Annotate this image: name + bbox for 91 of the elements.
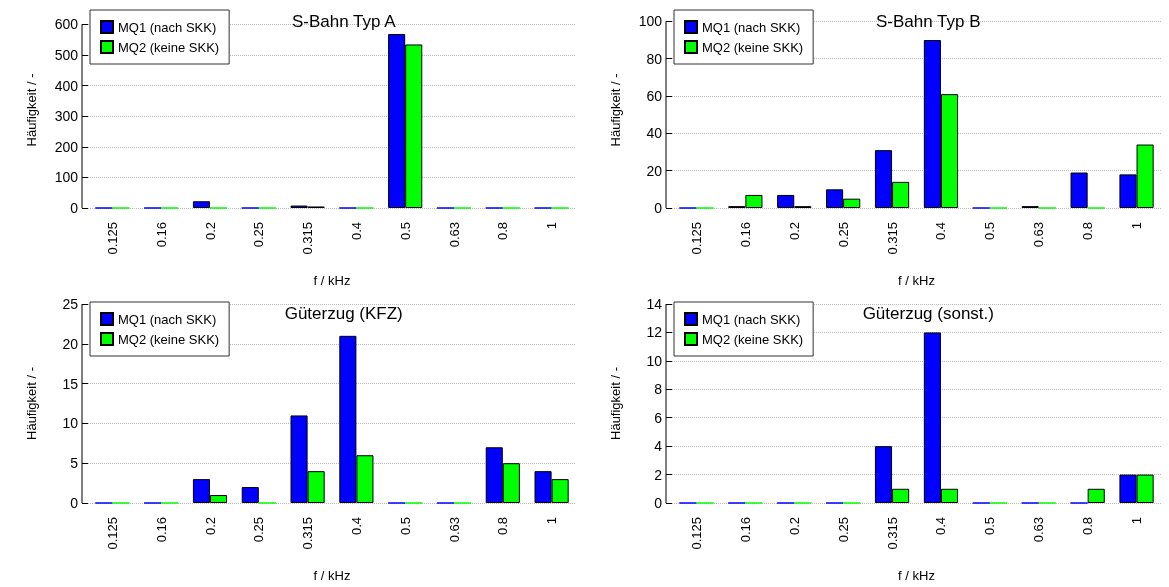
legend-label: MQ2 (keine SKK) (702, 39, 804, 55)
y-tick-label: 2 (654, 466, 663, 483)
y-tick-label: 14 (646, 296, 663, 312)
y-axis-title: Häufigkeit / - (608, 367, 623, 440)
y-tick-label: 20 (62, 335, 79, 352)
x-tick-label: 0.16 (737, 517, 753, 543)
y-axis-title: Häufigkeit / - (608, 73, 623, 147)
y-tick-label: 0 (70, 495, 79, 511)
x-tick-label: 0.4 (933, 517, 949, 536)
bar (1087, 488, 1105, 503)
x-axis-title: f / kHz (313, 273, 351, 288)
chart-title: S-Bahn Typ B (876, 12, 981, 31)
x-tick-label: 0.8 (495, 222, 511, 241)
x-tick-label: 0.315 (300, 222, 316, 255)
x-tick-label: 0.16 (153, 222, 169, 248)
x-tick-label: 0.16 (737, 222, 753, 248)
y-tick-label: 25 (62, 296, 79, 312)
x-tick-label: 0.63 (1031, 222, 1047, 248)
y-tick-label: 0 (70, 200, 79, 216)
x-tick-label: 1 (544, 517, 560, 525)
y-tick-label: 0 (654, 495, 663, 511)
bar (192, 201, 210, 208)
y-tick-label: 60 (646, 88, 663, 104)
x-tick-label: 0.4 (348, 222, 364, 241)
x-tick-label: 0.8 (1080, 222, 1096, 241)
x-tick-label: 0.5 (982, 222, 998, 241)
legend-label: MQ1 (nach SKK) (118, 311, 217, 327)
x-tick-label: 0.125 (688, 222, 704, 255)
x-tick-label: 0.16 (153, 517, 169, 543)
y-tick-label: 500 (54, 46, 79, 63)
x-tick-label: 1 (1129, 222, 1145, 230)
legend-label: MQ1 (nach SKK) (702, 311, 801, 327)
bar (1070, 172, 1088, 208)
x-tick-label: 0.4 (933, 222, 949, 241)
y-tick-label: 12 (646, 324, 663, 341)
y-tick-label: 8 (654, 381, 663, 398)
x-tick-label: 0.2 (202, 517, 218, 536)
x-tick-label: 0.5 (397, 517, 413, 536)
x-tick-label: 0.63 (1031, 517, 1047, 543)
legend-label: MQ2 (keine SKK) (702, 331, 804, 347)
x-tick-label: 0.315 (300, 517, 316, 550)
y-tick-label: 20 (646, 162, 663, 179)
y-tick-label: 10 (646, 352, 663, 369)
x-tick-label: 0.315 (884, 222, 900, 255)
y-tick-label: 80 (646, 50, 663, 67)
legend-label: MQ2 (keine SKK) (118, 331, 220, 347)
x-tick-label: 0.63 (446, 222, 462, 248)
x-axis-title: f / kHz (898, 273, 935, 288)
x-tick-label: 0.4 (348, 517, 364, 536)
y-tick-label: 10 (62, 415, 79, 432)
x-tick-label: 0.125 (104, 517, 120, 550)
y-tick-label: 40 (646, 125, 663, 142)
y-tick-label: 300 (54, 108, 79, 125)
legend-label: MQ2 (keine SKK) (118, 39, 220, 55)
legend-label: MQ1 (nach SKK) (118, 19, 217, 35)
y-tick-label: 400 (54, 77, 79, 94)
y-tick-label: 200 (54, 138, 79, 155)
x-axis-title: f / kHz (898, 568, 935, 583)
bar (241, 487, 259, 503)
x-tick-label: 0.25 (251, 222, 267, 248)
x-tick-label: 0.125 (688, 517, 704, 550)
y-tick-label: 4 (654, 438, 663, 455)
x-tick-label: 0.5 (397, 222, 413, 241)
chart-title: S-Bahn Typ A (291, 12, 397, 31)
y-tick-label: 100 (54, 169, 79, 186)
x-tick-label: 1 (544, 222, 560, 230)
y-tick-label: 100 (638, 13, 663, 30)
x-tick-label: 0.2 (786, 222, 802, 241)
y-tick-label: 600 (54, 16, 79, 33)
y-tick-label: 15 (62, 375, 79, 392)
x-tick-label: 0.25 (835, 517, 851, 543)
x-tick-label: 0.8 (495, 517, 511, 536)
x-tick-label: 0.8 (1080, 517, 1096, 536)
x-tick-label: 0.2 (786, 517, 802, 536)
chart-title: Güterzug (KFZ) (284, 304, 403, 323)
legend-label: MQ1 (nach SKK) (702, 19, 801, 35)
x-tick-label: 0.315 (884, 517, 900, 550)
x-tick-label: 1 (1129, 517, 1145, 525)
x-axis-title: f / kHz (313, 568, 351, 583)
x-tick-label: 0.63 (446, 517, 462, 543)
x-tick-label: 0.25 (835, 222, 851, 248)
chart-title: Güterzug (sonst.) (862, 304, 994, 323)
y-tick-label: 5 (70, 455, 79, 472)
x-tick-label: 0.5 (982, 517, 998, 536)
y-tick-label: 6 (654, 409, 663, 426)
x-tick-label: 0.2 (202, 222, 218, 241)
y-axis-title: Häufigkeit / - (24, 367, 39, 440)
x-tick-label: 0.125 (104, 222, 120, 255)
x-tick-label: 0.25 (251, 517, 267, 543)
y-tick-label: 0 (654, 200, 663, 216)
y-axis-title: Häufigkeit / - (24, 73, 39, 147)
